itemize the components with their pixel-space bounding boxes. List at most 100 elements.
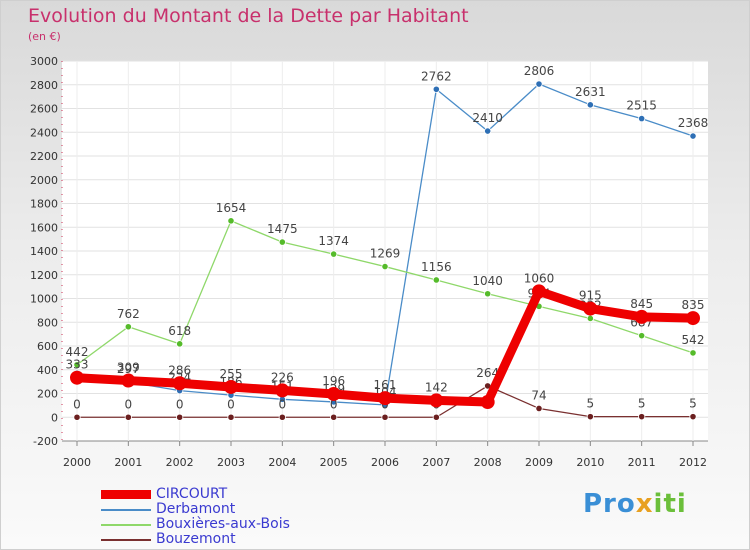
- data-point: [73, 361, 81, 369]
- x-tick-label: 2000: [63, 456, 91, 469]
- data-point: [686, 311, 700, 326]
- legend-swatch: [101, 490, 151, 499]
- data-label: 309: [117, 361, 140, 375]
- data-point: [381, 262, 389, 271]
- series-bouxi-res-aux-bois: 4427626181654147513741269115610409348326…: [66, 201, 705, 369]
- data-label: 542: [682, 333, 705, 347]
- data-label: 0: [227, 397, 235, 411]
- data-point: [73, 413, 81, 421]
- y-tick-label: 0: [51, 411, 58, 424]
- data-label: 845: [630, 297, 653, 311]
- data-label: 0: [125, 397, 133, 411]
- data-label: 1475: [267, 222, 298, 236]
- y-tick-label: 1800: [30, 198, 58, 211]
- y-tick-label: 200: [37, 388, 58, 401]
- data-label: 142: [425, 380, 448, 394]
- legend-swatch: [101, 509, 151, 511]
- data-label: 0: [176, 397, 184, 411]
- data-label: 2631: [575, 85, 606, 99]
- x-tick-label: 2010: [576, 456, 604, 469]
- data-point: [330, 413, 338, 421]
- data-label: 286: [168, 363, 191, 377]
- legend-label: Derbamont: [156, 501, 236, 517]
- chart-title: Evolution du Montant de la Dette par Hab…: [28, 5, 469, 27]
- data-point: [330, 250, 338, 258]
- data-point: [70, 370, 84, 385]
- data-label: 762: [117, 307, 140, 321]
- data-label: 1040: [472, 274, 503, 288]
- x-tick-label: 2009: [525, 456, 553, 469]
- data-label: 0: [73, 397, 81, 411]
- data-point: [689, 413, 697, 421]
- data-label: 1654: [216, 201, 247, 215]
- data-point: [381, 413, 389, 421]
- data-label: 0: [279, 397, 287, 411]
- data-label: 915: [579, 289, 602, 303]
- data-label: 2368: [678, 116, 709, 130]
- x-tick-label: 2003: [217, 456, 245, 469]
- chart-subtitle: (en €): [28, 30, 61, 43]
- data-point: [378, 391, 392, 406]
- legend-label: Bouzemont: [156, 531, 236, 547]
- data-label: 2410: [472, 111, 503, 125]
- x-tick-label: 2001: [114, 456, 142, 469]
- data-label: 2806: [524, 64, 555, 78]
- data-label: 1374: [318, 234, 349, 248]
- data-point: [124, 413, 132, 421]
- series-circourt: 333 309 286 255 226 196 161 142 1060 915 845 835: [66, 271, 704, 410]
- data-label: 442: [66, 345, 89, 359]
- data-label: 618: [168, 324, 191, 338]
- data-point: [278, 413, 286, 421]
- data-point: [638, 413, 646, 421]
- data-label: 255: [220, 367, 243, 381]
- data-point: [278, 238, 286, 246]
- x-tick-label: 2007: [422, 456, 450, 469]
- data-label: 333: [66, 358, 89, 372]
- legend-label: CIRCOURT: [156, 486, 228, 502]
- data-point: [480, 395, 495, 410]
- data-point: [689, 132, 697, 140]
- y-tick-label: 2600: [30, 103, 58, 116]
- data-label: 2762: [421, 69, 452, 83]
- data-point: [583, 301, 598, 316]
- data-point: [326, 386, 341, 401]
- y-tick-label: 2400: [30, 126, 58, 139]
- x-tick-label: 2012: [679, 456, 707, 469]
- data-point: [432, 85, 440, 93]
- data-label: 226: [271, 370, 294, 384]
- y-tick-label: 2200: [30, 150, 58, 163]
- data-point: [124, 323, 132, 331]
- data-point: [586, 413, 594, 421]
- y-tick-label: 3000: [30, 55, 58, 68]
- data-point: [275, 383, 290, 398]
- legend-item: Bouxières-aux-Bois: [101, 516, 361, 532]
- data-point: [224, 379, 238, 394]
- x-tick-label: 2008: [474, 456, 502, 469]
- legend-item: CIRCOURT: [101, 486, 361, 502]
- data-point: [227, 217, 235, 225]
- y-tick-label: -200: [33, 435, 58, 448]
- data-point: [176, 413, 184, 421]
- data-point: [689, 349, 697, 357]
- proxiti-logo: Proxiti: [583, 489, 687, 519]
- data-point: [484, 127, 492, 135]
- data-point: [535, 404, 543, 413]
- x-tick-label: 2011: [628, 456, 656, 469]
- data-point: [532, 284, 546, 299]
- data-point: [638, 332, 646, 340]
- y-tick-label: 1000: [30, 293, 58, 306]
- data-label: 5: [638, 397, 646, 411]
- data-label: 0: [330, 397, 338, 411]
- data-label: 1156: [421, 260, 452, 274]
- legend-item: Bouzemont: [101, 531, 361, 547]
- data-label: 74: [531, 388, 546, 402]
- y-tick-label: 2000: [30, 174, 58, 187]
- legend: CIRCOURT Derbamont Bouxières-aux-Bois Bouze…: [101, 486, 361, 547]
- legend-swatch: [101, 524, 151, 526]
- x-tick-label: 2002: [166, 456, 194, 469]
- y-tick-label: 400: [37, 364, 58, 377]
- legend-label: Bouxières-aux-Bois: [156, 516, 290, 532]
- data-point: [432, 276, 440, 284]
